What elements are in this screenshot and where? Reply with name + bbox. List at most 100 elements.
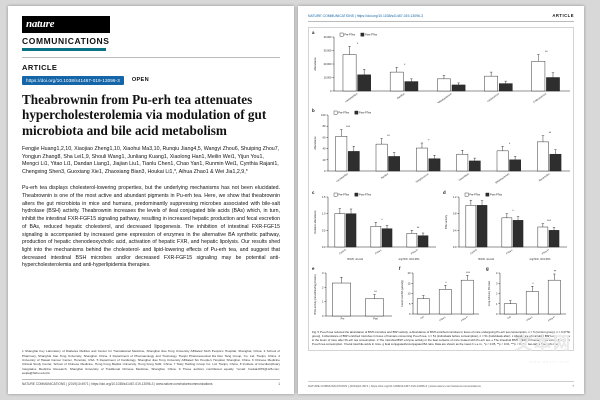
svg-text:3: 3 xyxy=(496,281,498,285)
svg-text:40,000: 40,000 xyxy=(324,35,332,39)
page-title: Theabrownin from Pu-erh tea attenuates h… xyxy=(22,91,267,138)
svg-text:*: * xyxy=(357,42,359,46)
svg-text:PTea-L: PTea-L xyxy=(439,316,447,322)
svg-text:PTea-H: PTea-H xyxy=(548,316,556,322)
svg-text:20: 20 xyxy=(323,158,326,162)
svg-text:0: 0 xyxy=(324,169,326,173)
svg-text:Pre-PTea: Pre-PTea xyxy=(344,33,355,37)
svg-text:PTea-L: PTea-L xyxy=(506,248,514,255)
svg-text:Post-PTea: Post-PTea xyxy=(359,193,372,197)
svg-text:15: 15 xyxy=(408,281,411,285)
article-type-label: ARTICLE xyxy=(22,62,58,72)
figure-caption: Fig. 5 Pu-erh tea reduced the abundance … xyxy=(312,330,570,346)
doi-link[interactable]: https://doi.org/10.1038/s41467-019-13096… xyxy=(22,75,124,85)
page-right: NATURE COMMUNICATIONS | https://doi.org/… xyxy=(298,6,584,394)
svg-text:Pre: Pre xyxy=(341,317,345,320)
svg-text:BSH activity (nmol/min/mg prot: BSH activity (nmol/min/mg protein) xyxy=(313,274,317,314)
svg-text:Abundance: Abundance xyxy=(313,57,317,71)
page-right-footer: NATURE COMMUNICATIONS | (2019)10:4971 | … xyxy=(308,381,574,388)
svg-text:30,000: 30,000 xyxy=(324,49,332,53)
svg-text:20,000: 20,000 xyxy=(324,62,332,66)
svg-text:Bacillus: Bacillus xyxy=(397,92,406,100)
page-number: 1 xyxy=(278,382,280,386)
panel-c: c 0.0 0.5 1.0 1.5 Control * PTea-L ** PTea-H Rela… xyxy=(312,190,440,263)
svg-text:2: 2 xyxy=(322,285,324,289)
figure-5: a 0 10,000 20,000 30,000 40,000 * Lactobacillu… xyxy=(308,27,574,351)
svg-text:Bifidobacterium: Bifidobacterium xyxy=(437,93,453,103)
svg-text:PTea-L: PTea-L xyxy=(375,248,383,255)
svg-text:Ctrl: Ctrl xyxy=(507,315,512,320)
svg-text:20: 20 xyxy=(408,271,411,275)
svg-text:0.4: 0.4 xyxy=(453,228,457,232)
svg-text:***: *** xyxy=(346,125,350,129)
page-left-footer: 1 Shanghai Key Laboratory of Diabetes Me… xyxy=(22,349,280,386)
panel-f: f 0 5 10 15 20 Ctrl * PTea-L *** PTea-H Fecal tota… xyxy=(399,266,483,327)
panel-d-label: d xyxy=(443,190,446,195)
svg-text:1.2: 1.2 xyxy=(453,195,457,199)
svg-text:0.0: 0.0 xyxy=(322,245,326,249)
svg-text:80: 80 xyxy=(323,124,326,128)
footer-citation: NATURE COMMUNICATIONS | (2019)10:4971 | … xyxy=(22,382,213,386)
nature-logo: nature xyxy=(22,16,110,33)
panel-b-chart: 020406080100***Lactobacillus**Bacillus*S… xyxy=(313,111,570,185)
svg-text:Pre-PTea: Pre-PTea xyxy=(469,193,480,197)
svg-text:0.0: 0.0 xyxy=(453,245,457,249)
svg-text:Post-PTea: Post-PTea xyxy=(365,33,378,37)
svg-text:*: * xyxy=(509,142,511,146)
svg-text:*: * xyxy=(381,218,383,222)
svg-text:PTea-L: PTea-L xyxy=(526,316,534,322)
panel-e-chart: 0 1 2 3 Pre ** Post BSH activity (nmol/min/mg p… xyxy=(313,271,392,320)
panel-a-chart: 0 10,000 20,000 30,000 40,000 * Lactobacillus *… xyxy=(313,33,570,103)
svg-text:Lactococcus: Lactococcus xyxy=(487,92,501,103)
svg-text:**: ** xyxy=(554,270,557,274)
panel-e-label: e xyxy=(312,266,315,271)
svg-text:2: 2 xyxy=(496,292,498,296)
svg-text:***: *** xyxy=(547,219,551,223)
panel-g-label: g xyxy=(486,266,489,271)
running-header: NATURE COMMUNICATIONS | https://doi.org/… xyxy=(308,13,574,22)
svg-text:Pre-PTea: Pre-PTea xyxy=(338,111,349,115)
svg-text:Control: Control xyxy=(470,248,478,255)
svg-text:*: * xyxy=(445,281,447,285)
svg-text:Bacillus: Bacillus xyxy=(381,172,390,180)
running-header-type: ARTICLE xyxy=(552,13,574,18)
panel-b: b 0 20 40 60 80 100 *** Lactobacillus ** Bacillus… xyxy=(312,108,570,187)
panel-a: a 0 10,000 20,000 30,000 40,000 * Lactobacillu… xyxy=(312,30,570,105)
running-header-doi: NATURE COMMUNICATIONS | https://doi.org/… xyxy=(308,13,423,18)
svg-text:stig/HCD, CD/0.08%: stig/HCD, CD/0.08% xyxy=(399,258,420,261)
svg-text:stig/HCD, CD/0.08%: stig/HCD, CD/0.08% xyxy=(530,258,551,261)
doi-row: https://doi.org/10.1038/s41467-019-13096… xyxy=(22,75,280,85)
svg-text:*: * xyxy=(404,63,406,67)
masthead-rule xyxy=(22,48,106,51)
svg-text:Conj./Unconj. BA ratio: Conj./Unconj. BA ratio xyxy=(487,280,491,306)
svg-text:Bifidobacterium: Bifidobacterium xyxy=(495,173,510,185)
svg-text:0.5: 0.5 xyxy=(322,228,326,232)
journal-masthead: nature COMMUNICATIONS xyxy=(22,16,280,51)
svg-text:Post: Post xyxy=(373,317,378,320)
page-left: nature COMMUNICATIONS ARTICLE https://do… xyxy=(8,6,294,394)
svg-text:BSH activity: BSH activity xyxy=(444,214,448,229)
svg-text:Control: Control xyxy=(339,248,347,255)
divider-top xyxy=(22,56,280,58)
author-list: Fengjie Huang1,2,10, Xiaojiao Zheng1,10,… xyxy=(22,146,280,175)
svg-text:Lactobacillus: Lactobacillus xyxy=(336,172,350,183)
svg-text:40: 40 xyxy=(323,147,326,151)
svg-text:**: ** xyxy=(374,290,377,294)
affiliations: 1 Shanghai Key Laboratory of Diabetes Me… xyxy=(22,349,280,375)
svg-text:HFD/D, 4d+42d: HFD/D, 4d+42d xyxy=(347,259,364,261)
svg-text:Ctrl: Ctrl xyxy=(420,315,425,320)
panel-c-label: c xyxy=(312,190,315,195)
svg-text:PTea-H: PTea-H xyxy=(410,248,418,255)
svg-text:*: * xyxy=(532,282,534,286)
svg-text:Abundance: Abundance xyxy=(313,136,317,150)
svg-text:Relative abundance: Relative abundance xyxy=(313,210,317,233)
svg-text:*: * xyxy=(512,209,514,213)
svg-text:Fecal total BA (µmol/g): Fecal total BA (µmol/g) xyxy=(400,280,404,306)
svg-text:4: 4 xyxy=(496,271,498,275)
panel-f-chart: 0 5 10 15 20 Ctrl * PTea-L *** PTea-H Fecal total … xyxy=(400,271,479,322)
panel-c-chart: 0.0 0.5 1.0 1.5 Control * PTea-L ** PTea-H Relati… xyxy=(313,193,436,261)
svg-text:Streptococcus: Streptococcus xyxy=(415,172,430,184)
panel-e: e 0 1 2 3 Pre ** Post BSH activity (nmol/min/mg… xyxy=(312,266,396,327)
svg-text:10: 10 xyxy=(408,292,411,296)
